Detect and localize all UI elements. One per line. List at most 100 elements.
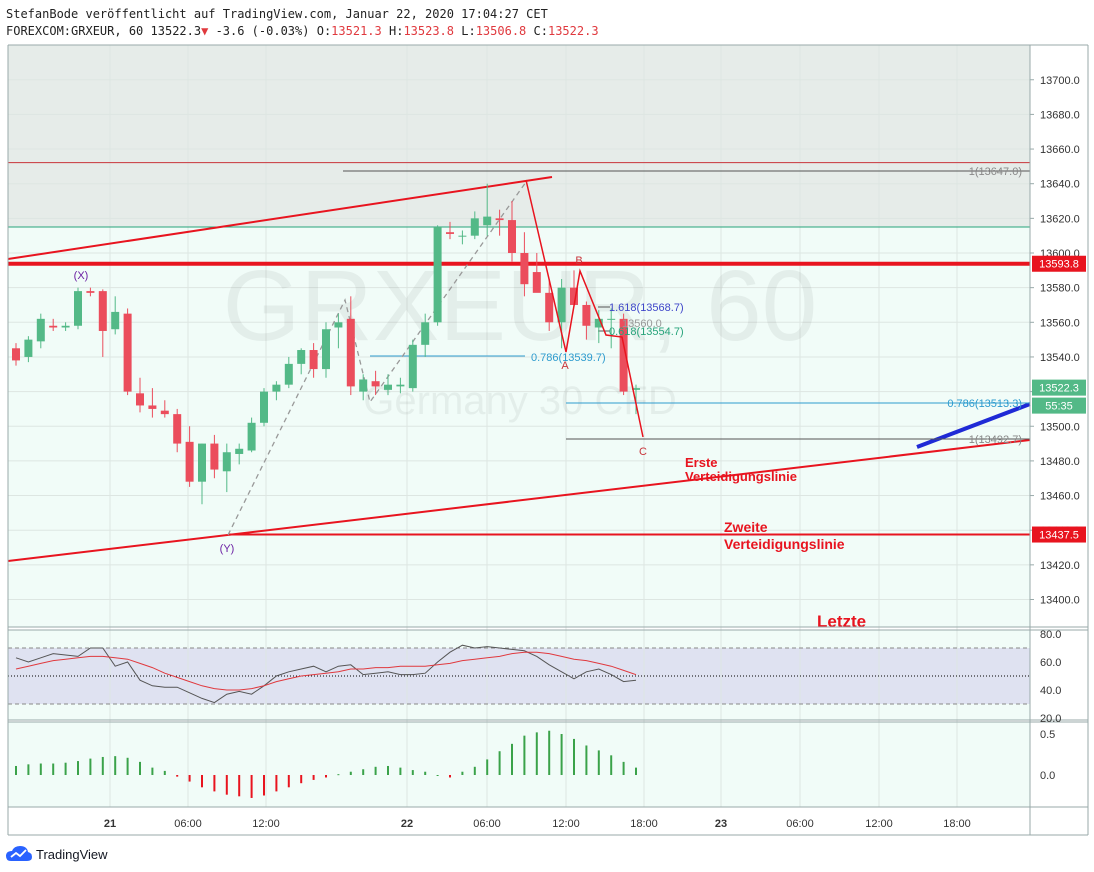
histogram-bar [287,775,290,788]
candle-body [607,318,616,320]
wave-label-y: (Y) [220,543,235,555]
candle-body [309,350,318,370]
price-tick-label: 13420.0 [1040,560,1080,572]
tradingview-logo[interactable]: TradingView [6,845,108,863]
candle-body [98,291,107,331]
histogram-bar [424,771,427,775]
wave-projection [227,181,527,536]
histogram-bar [337,774,340,776]
time-tick-label: 22 [401,818,413,830]
last-price-label-bg [1032,379,1086,396]
histogram-bar [225,775,228,795]
candle-body [570,287,578,305]
candle-body [198,443,206,482]
histogram-bar [312,775,315,780]
candle-body [557,287,566,323]
blue-trendline [916,402,1031,449]
macd-tick-label: 0.5 [1040,729,1055,741]
histogram-bar [213,775,216,792]
candle-body [532,272,541,293]
price-tick-label: 13400.0 [1040,595,1080,607]
last-price: 13522.3 [150,24,202,38]
histogram-bar [399,767,402,775]
price-tick-label: 13560.0 [1040,317,1080,329]
candle-body [594,318,603,328]
candle-body [508,220,516,253]
candle-body [470,218,479,236]
candle-body [346,318,355,387]
high-value: 13523.8 [403,24,455,38]
price-tick-label: 13480.0 [1040,456,1080,468]
wave-label-c: C [639,446,647,458]
candle-body [582,304,591,326]
histogram-bar [535,732,538,775]
price-tick-label: 13700.0 [1040,75,1080,87]
open-label: O: [316,24,332,38]
close-label: C: [533,24,548,38]
support-price-label-bg [1032,526,1086,543]
high-label: H: [388,24,404,38]
channel-lower-line [7,439,1031,562]
candle-body [210,443,219,470]
histogram-bar [238,775,241,797]
rsi-tick-label: 40.0 [1040,685,1061,697]
tradingview-brand: TradingView [36,846,108,862]
histogram-bar [511,743,513,775]
histogram-bar [436,775,439,776]
histogram-bar [77,761,79,775]
histogram-bar [585,745,588,775]
time-tick-label: 12:00 [552,818,580,830]
countdown-label: 55:35 [1045,401,1073,413]
price-tick-label: 13680.0 [1040,109,1080,121]
candle-body [483,216,492,226]
candle-body [408,344,417,389]
down-triangle-icon: ▼ [201,24,209,38]
resistance-price-label: 13593.8 [1039,259,1079,271]
candle-body [36,318,45,342]
histogram-bar [573,738,575,775]
defense-label-1: Erste [685,455,718,470]
candle-body [86,291,95,293]
histogram-bar [362,769,365,775]
candle-body [334,322,343,328]
candle-body [359,379,368,392]
candle-body [123,313,132,392]
histogram-bar [486,759,489,775]
time-tick-label: 21 [104,818,116,830]
histogram-bar [39,763,42,775]
candle-body [247,422,256,451]
low-value: 13506.8 [475,24,527,38]
symbol-name[interactable]: FOREXCOM:GRXEUR, 60 [6,24,144,38]
price-tick-label: 13500.0 [1040,421,1080,433]
time-tick-label: 18:00 [943,818,971,830]
defense-label-2: Zweite [724,519,768,535]
histogram-bar [126,757,129,775]
candle-body [185,441,194,482]
histogram-bar [635,767,637,775]
histogram-bar [250,775,253,798]
candle-body [632,388,640,390]
candle-body [12,348,20,361]
histogram-bar [548,730,551,775]
fib-label: 0.618(13554.7) [609,326,684,338]
candle-body [619,318,628,392]
candle-body [495,218,504,221]
candle-body [222,452,231,472]
resistance-price-label-bg [1032,255,1086,272]
histogram-bar [263,775,265,796]
candle-body [384,384,392,390]
histogram-bar [151,767,154,775]
candle-body [371,381,380,387]
last-price-label: 13522.3 [1039,383,1079,395]
histogram-bar [89,758,92,775]
fib-label: 1(13492.7) [969,434,1022,446]
time-tick-label: 06:00 [786,818,814,830]
histogram-bar [64,762,67,775]
fib-label: 0.786(13513.3) [947,398,1022,410]
wave-label-b: B [575,255,582,267]
fib-label: 1.618(13568.7) [609,302,684,314]
price-tick-label: 13580.0 [1040,283,1080,295]
rsi-tick-label: 80.0 [1040,629,1061,641]
histogram-bar [349,771,352,775]
